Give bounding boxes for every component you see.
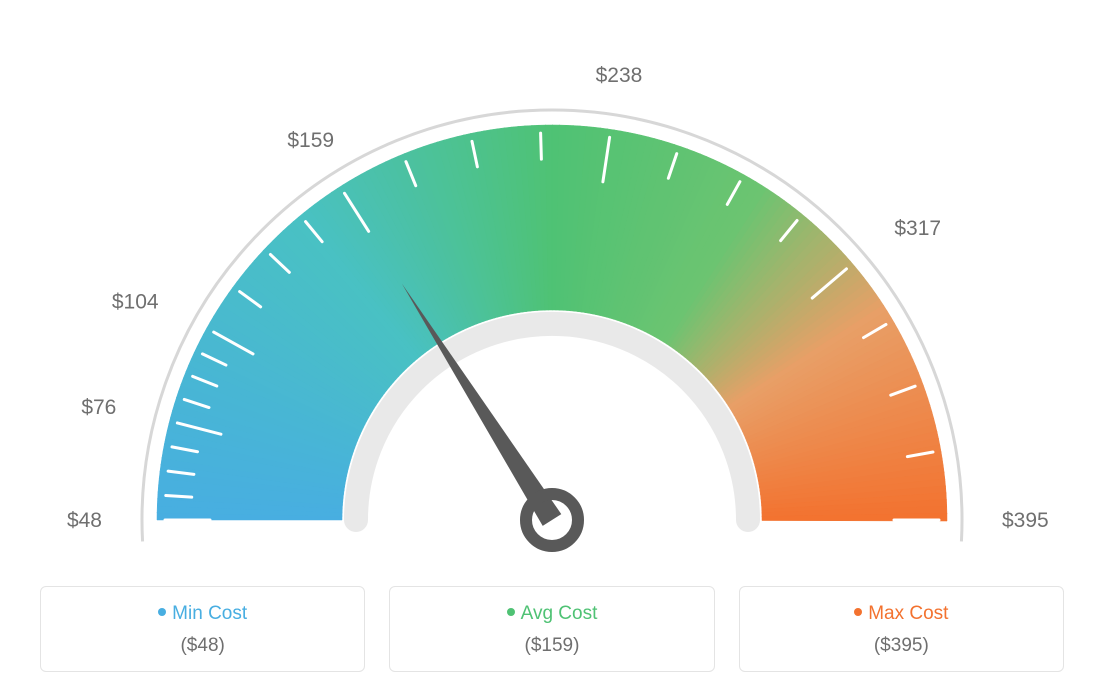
legend-dot-avg <box>507 608 515 616</box>
legend-label-max: Max Cost <box>740 603 1063 625</box>
legend-label-max-text: Max Cost <box>868 603 948 624</box>
legend-value-avg: ($159) <box>390 635 713 657</box>
legend-label-avg: Avg Cost <box>390 603 713 625</box>
legend-label-avg-text: Avg Cost <box>521 603 598 624</box>
cost-gauge-chart: $48 $76 $104 $159 $238 $317 $395 Min Cost ($48… <box>0 0 1104 690</box>
legend-row: Min Cost ($48) Avg Cost ($159) Max Cost … <box>40 586 1064 672</box>
legend-dot-min <box>158 608 166 616</box>
legend-label-min-text: Min Cost <box>172 603 247 624</box>
legend-card-max: Max Cost ($395) <box>739 586 1064 672</box>
legend-card-avg: Avg Cost ($159) <box>389 586 714 672</box>
tick-label: $317 <box>894 217 941 240</box>
legend-label-min: Min Cost <box>41 603 364 625</box>
legend-dot-max <box>854 608 862 616</box>
tick-label: $395 <box>1002 509 1049 532</box>
legend-value-min: ($48) <box>41 635 364 657</box>
legend-card-min: Min Cost ($48) <box>40 586 365 672</box>
gauge-svg: $48 $76 $104 $159 $238 $317 $395 <box>0 0 1104 560</box>
tick-label: $76 <box>81 396 116 419</box>
gauge-area: $48 $76 $104 $159 $238 $317 $395 <box>0 0 1104 560</box>
tick-label: $238 <box>596 64 643 87</box>
legend-value-max: ($395) <box>740 635 1063 657</box>
tick-label: $104 <box>112 290 159 313</box>
tick-label: $48 <box>67 509 102 532</box>
tick-label: $159 <box>287 129 334 152</box>
